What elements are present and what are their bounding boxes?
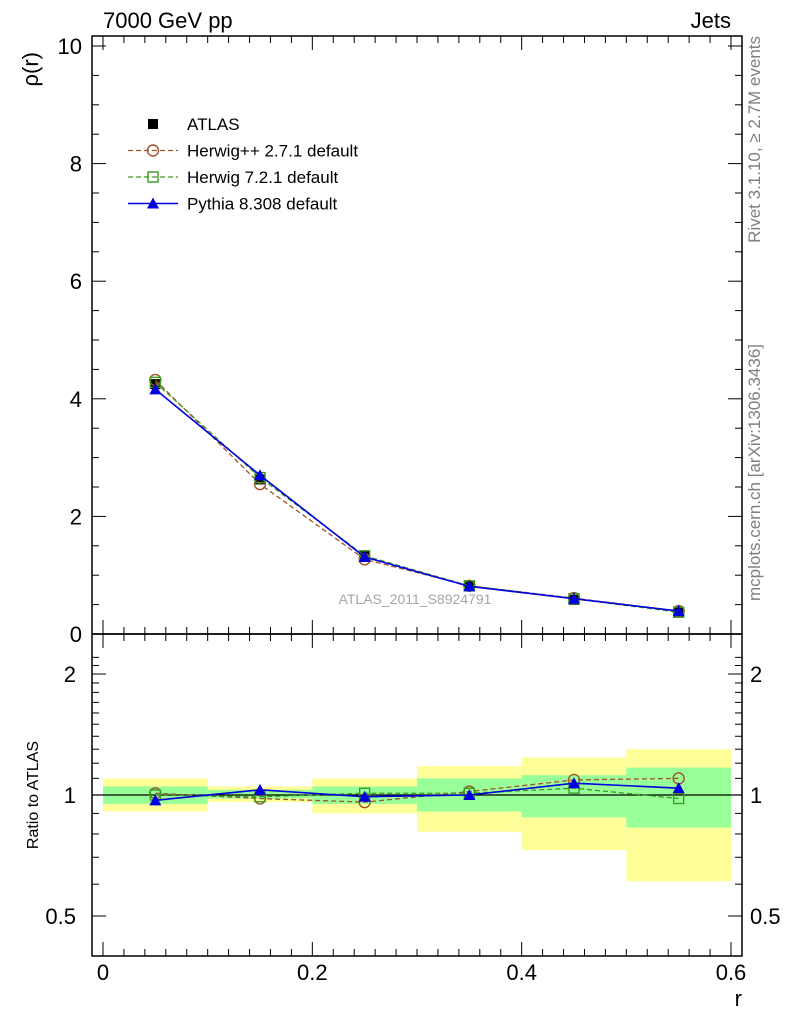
ratio-series: [149, 772, 685, 809]
legend-entry-0-marker: [148, 119, 158, 129]
ratio-ytick-label-right-2: 2: [750, 662, 762, 687]
legend-entry-3-marker: [147, 197, 159, 209]
ratio-ylabel: Ratio to ATLAS: [25, 741, 42, 849]
legend: ATLAS Herwig++ 2.7.1 default Herwig 7.2.1 …: [128, 115, 358, 214]
series-0: [150, 379, 684, 617]
ratio-bands: [103, 749, 731, 882]
main-ylabel: ρ(r): [18, 52, 43, 87]
ratio-ytick-label-0: 0.5: [45, 904, 76, 929]
ratio-ytick-label-right-1: 1: [750, 783, 762, 808]
ratio-panel: 0.5 0.5 1 1 2 2 0 0.2 0.4 0.6 Ratio to ATLAS r: [25, 633, 781, 1011]
legend-entry-1: Herwig++ 2.7.1 default: [128, 142, 358, 161]
side-label-rivet: Rivet 3.1.10, ≥ 2.7M events: [745, 36, 764, 243]
main-ytick-label-0: 0: [70, 622, 82, 647]
main-ytick-label-3: 6: [70, 269, 82, 294]
series-2-point-3: [463, 789, 476, 800]
main-panel: 0 2 4 6 8 10 ρ(r) ATLAS_2011_S8924791 ATLAS He…: [18, 34, 743, 647]
series-2-point-2: [358, 790, 371, 802]
series-3-point-0: [149, 383, 162, 395]
ratio-ytick-label-right-0: 0.5: [750, 904, 781, 929]
xtick-label-1: 0.2: [297, 960, 328, 985]
main-ytick-label-2: 4: [70, 387, 82, 412]
series-2-point-1: [254, 783, 266, 795]
series-2-point-5: [672, 782, 685, 794]
xtick-label-0: 0: [97, 960, 109, 985]
series-3-line: [154, 388, 679, 612]
series-2-point-4: [568, 777, 580, 789]
ratio-ytick-label-2: 2: [64, 662, 76, 687]
series-3-point-3: [463, 580, 476, 592]
side-label-mcplots: mcplots.cern.ch [arXiv:1306.3436]: [745, 344, 764, 601]
legend-entry-1-marker: [146, 144, 160, 157]
header-right: Jets: [691, 8, 731, 33]
main-ytick-label-5: 10: [58, 34, 82, 59]
legend-entry-2-marker: [147, 171, 159, 183]
watermark: ATLAS_2011_S8924791: [339, 591, 492, 607]
legend-entry-3: Pythia 8.308 default: [128, 195, 338, 214]
ratio-ticks: 0.5 0.5 1 1 2 2 0 0.2 0.4 0.6: [45, 634, 781, 985]
header-left: 7000 GeV pp: [103, 8, 233, 33]
legend-entry-0-label: ATLAS: [187, 115, 240, 134]
legend-entry-2: Herwig 7.2.1 default: [128, 168, 338, 187]
band-green-5: [626, 767, 731, 828]
series-1-line: [154, 379, 679, 612]
series-1-point-5: [672, 792, 685, 805]
main-series: [149, 373, 685, 618]
series-3-point-2: [358, 550, 371, 562]
xlabel: r: [735, 986, 742, 1011]
series-1: [149, 373, 685, 618]
series-2: [149, 376, 685, 618]
series-2-line: [154, 381, 679, 613]
series-3: [149, 383, 685, 617]
legend-entry-3-label: Pythia 8.308 default: [187, 195, 338, 214]
legend-entry-0: ATLAS: [148, 115, 240, 134]
ratio-ytick-label-1: 1: [64, 783, 76, 808]
series-3-point-4: [568, 592, 580, 604]
series-1-line: [155, 787, 679, 800]
xtick-label-2: 0.4: [506, 960, 537, 985]
legend-entry-2-label: Herwig 7.2.1 default: [187, 168, 338, 187]
main-ytick-label-1: 2: [70, 504, 82, 529]
main-ytick-label-4: 8: [70, 152, 82, 177]
series-2-point-0: [149, 794, 162, 806]
series-2-line: [155, 782, 679, 802]
xtick-label-3: 0.6: [716, 960, 747, 985]
main-ticks: 0 2 4 6 8 10: [58, 34, 742, 647]
series-2: [149, 777, 685, 806]
series-3-point-5: [672, 605, 685, 617]
series-3-point-1: [254, 469, 266, 481]
legend-entry-1-label: Herwig++ 2.7.1 default: [187, 142, 358, 161]
